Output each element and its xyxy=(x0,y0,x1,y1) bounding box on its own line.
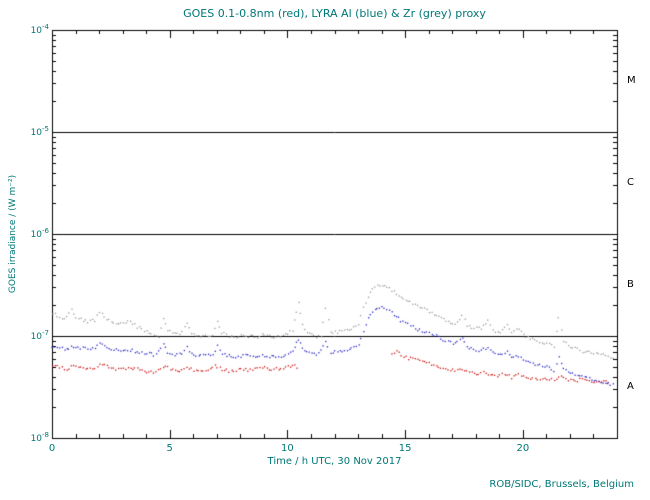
y-tick-label: 10-6 xyxy=(30,227,49,240)
x-axis-label: Time / h UTC, 30 Nov 2017 xyxy=(267,456,402,467)
y-tick-label: 10-4 xyxy=(30,23,49,36)
y-tick-label: 10-8 xyxy=(30,431,49,444)
x-tick-label: 15 xyxy=(398,443,412,454)
x-tick-label: 10 xyxy=(281,443,294,454)
chart-title: GOES 0.1-0.8nm (red), LYRA Al (blue) & Z… xyxy=(183,7,486,20)
flare-class-label: C xyxy=(627,177,634,188)
x-tick-label: 5 xyxy=(166,443,173,454)
credit-text: ROB/SIDC, Brussels, Belgium xyxy=(489,479,634,490)
y-tick-label: 10-5 xyxy=(30,125,49,138)
x-tick-label: 20 xyxy=(516,443,530,454)
x-tick-label: 0 xyxy=(48,443,56,454)
flare-class-label: M xyxy=(627,75,636,86)
y-tick-label: 10-7 xyxy=(30,329,49,342)
flare-class-label: B xyxy=(627,279,634,290)
flare-class-label: A xyxy=(627,381,634,392)
y-axis-label: GOES irradiance / (W m⁻²) xyxy=(8,174,18,294)
